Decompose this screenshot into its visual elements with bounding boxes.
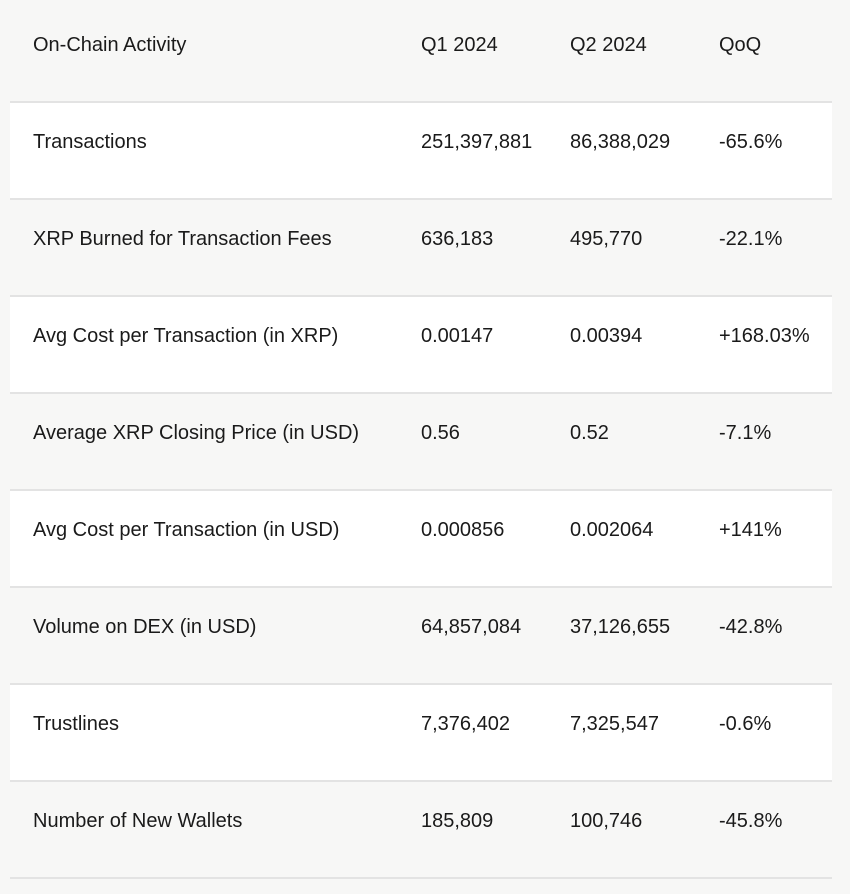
table-row: Number of New Wallets 185,809 100,746 -4… bbox=[10, 780, 832, 877]
row-q1-value: 185,809 bbox=[421, 810, 494, 832]
row-q1-value: 0.56 bbox=[421, 422, 460, 444]
table-row: XRP Burned for Transaction Fees 636,183 … bbox=[10, 198, 832, 295]
row-qoq-value: -42.8% bbox=[719, 616, 783, 638]
row-qoq-value: -7.1% bbox=[719, 422, 772, 444]
row-metric-label: XRP Burned for Transaction Fees bbox=[33, 228, 332, 250]
row-q2-value: 495,770 bbox=[570, 228, 643, 250]
row-q1-value: 636,183 bbox=[421, 228, 494, 250]
row-qoq-value: -65.6% bbox=[719, 131, 783, 153]
row-q1-value: 251,397,881 bbox=[421, 131, 533, 153]
row-metric-label: Trustlines bbox=[33, 713, 119, 735]
row-qoq-value: +168.03% bbox=[719, 325, 810, 347]
table-row: Trustlines 7,376,402 7,325,547 -0.6% bbox=[10, 683, 832, 780]
column-header-qoq: QoQ bbox=[719, 34, 762, 56]
row-q2-value: 86,388,029 bbox=[570, 131, 671, 153]
row-qoq-value: +141% bbox=[719, 519, 782, 541]
row-q2-value: 100,746 bbox=[570, 810, 643, 832]
row-q2-value: 0.00394 bbox=[570, 325, 643, 347]
row-q1-value: 0.000856 bbox=[421, 519, 505, 541]
on-chain-activity-table: On-Chain Activity Q1 2024 Q2 2024 QoQ Tr… bbox=[10, 0, 832, 879]
row-metric-label: Number of New Wallets bbox=[33, 810, 243, 832]
row-metric-label: Avg Cost per Transaction (in XRP) bbox=[33, 325, 339, 347]
column-header-q1-2024: Q1 2024 bbox=[421, 34, 498, 56]
row-q2-value: 7,325,547 bbox=[570, 713, 659, 735]
table-row: Avg Cost per Transaction (in USD) 0.0008… bbox=[10, 489, 832, 586]
row-q2-value: 0.52 bbox=[570, 422, 609, 444]
row-qoq-value: -0.6% bbox=[719, 713, 772, 735]
row-metric-label: Transactions bbox=[33, 131, 147, 153]
row-metric-label: Average XRP Closing Price (in USD) bbox=[33, 422, 360, 444]
row-q1-value: 7,376,402 bbox=[421, 713, 510, 735]
column-header-q2-2024: Q2 2024 bbox=[570, 34, 647, 56]
row-q2-value: 37,126,655 bbox=[570, 616, 671, 638]
column-header-on-chain-activity: On-Chain Activity bbox=[33, 34, 187, 56]
row-metric-label: Volume on DEX (in USD) bbox=[33, 616, 257, 638]
row-qoq-value: -45.8% bbox=[719, 810, 783, 832]
row-q1-value: 0.00147 bbox=[421, 325, 494, 347]
table-body: Transactions 251,397,881 86,388,029 -65.… bbox=[10, 101, 832, 877]
row-q2-value: 0.002064 bbox=[570, 519, 654, 541]
table-row: Transactions 251,397,881 86,388,029 -65.… bbox=[10, 101, 832, 198]
row-metric-label: Avg Cost per Transaction (in USD) bbox=[33, 519, 340, 541]
row-q1-value: 64,857,084 bbox=[421, 616, 522, 638]
table-row: Avg Cost per Transaction (in XRP) 0.0014… bbox=[10, 295, 832, 392]
table-row: Volume on DEX (in USD) 64,857,084 37,126… bbox=[10, 586, 832, 683]
table-header-row: On-Chain Activity Q1 2024 Q2 2024 QoQ bbox=[10, 0, 832, 101]
table-row: Average XRP Closing Price (in USD) 0.56 … bbox=[10, 392, 832, 489]
row-qoq-value: -22.1% bbox=[719, 228, 783, 250]
